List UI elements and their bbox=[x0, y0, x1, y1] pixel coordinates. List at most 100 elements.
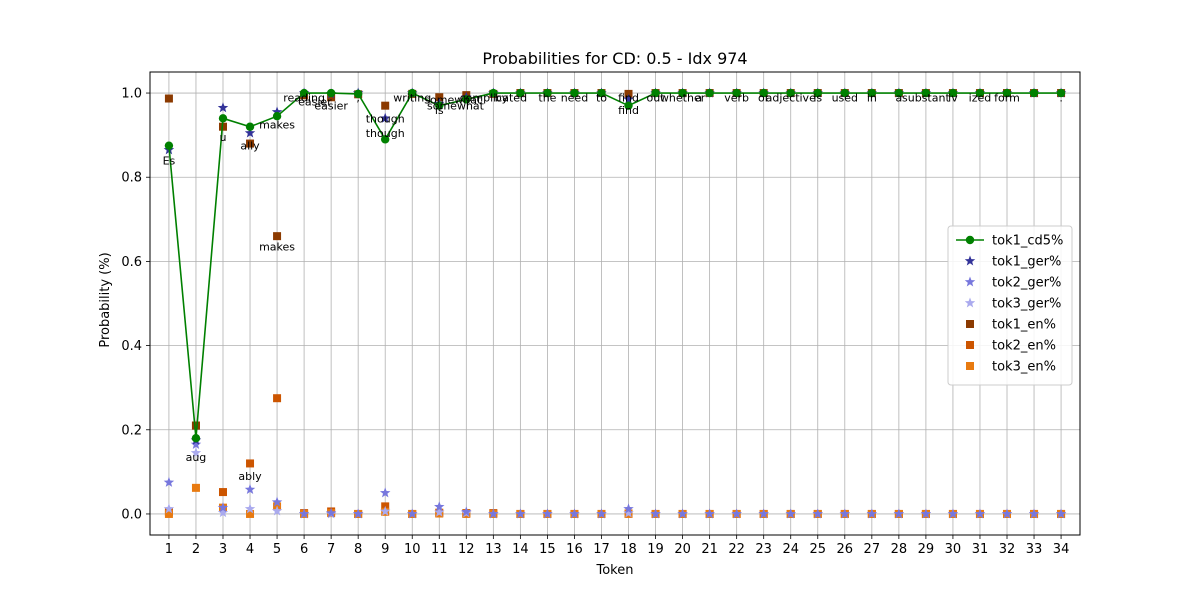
y-tick-label: 0.6 bbox=[121, 255, 142, 270]
x-tick-label: 12 bbox=[458, 542, 475, 557]
data-point bbox=[434, 501, 445, 512]
data-point bbox=[217, 507, 229, 518]
x-tick-label: 4 bbox=[246, 542, 254, 557]
token-annotation: somewhat bbox=[424, 93, 482, 106]
token-annotation: find bbox=[618, 91, 639, 104]
data-point bbox=[705, 88, 714, 98]
data-point bbox=[1001, 508, 1013, 519]
chart-title: Probabilities for CD: 0.5 - Idx 974 bbox=[482, 49, 747, 68]
y-tick-label: 0.0 bbox=[121, 507, 142, 522]
token-annotation: reading bbox=[283, 91, 325, 104]
data-point bbox=[407, 508, 418, 519]
data-point bbox=[163, 476, 175, 487]
token-annotation: somewhat bbox=[427, 100, 485, 113]
data-point bbox=[866, 508, 878, 519]
data-point bbox=[489, 88, 498, 98]
data-point bbox=[758, 508, 769, 519]
token-annotation: Es bbox=[163, 154, 176, 167]
x-tick-label: 27 bbox=[864, 542, 881, 557]
data-point bbox=[408, 88, 417, 98]
data-point bbox=[435, 101, 444, 110]
y-tick-label: 0.2 bbox=[121, 423, 142, 438]
x-tick-label: 33 bbox=[1026, 542, 1043, 557]
legend-marker bbox=[966, 362, 974, 370]
data-point bbox=[434, 506, 445, 517]
data-point bbox=[543, 88, 552, 98]
data-point bbox=[974, 508, 986, 519]
token-annotation: the bbox=[538, 91, 556, 104]
data-point bbox=[867, 88, 877, 98]
series-layer bbox=[163, 87, 1067, 519]
x-tick-label: 18 bbox=[620, 542, 637, 557]
x-tick-label: 9 bbox=[381, 542, 389, 557]
legend-marker bbox=[964, 255, 976, 266]
x-tick-label: 23 bbox=[755, 542, 772, 557]
x-axis-ticks: 1 2 3 4 5 6 7 8 9 10 11 12 13 14 15 16 17 18 19 20 21 22 23 24 2… bbox=[165, 535, 1070, 557]
data-point bbox=[273, 232, 282, 241]
series-tok2-ger- bbox=[163, 439, 1067, 519]
token-annotation: u bbox=[220, 131, 227, 144]
data-point bbox=[190, 447, 202, 458]
x-tick-label: 22 bbox=[728, 542, 745, 557]
legend-label: tok1_cd5% bbox=[992, 234, 1063, 249]
data-point bbox=[515, 508, 526, 519]
data-point bbox=[947, 508, 959, 519]
x-tick-label: 29 bbox=[918, 542, 935, 557]
token-annotation: find bbox=[618, 104, 639, 117]
data-point bbox=[379, 505, 391, 516]
legend: tok1_cd5% tok1_ger% tok2_ger% tok3_ger% tok1… bbox=[947, 225, 1073, 386]
data-point bbox=[921, 88, 931, 98]
legend-box bbox=[947, 225, 1073, 386]
token-annotation: used bbox=[832, 91, 858, 104]
data-point bbox=[1055, 508, 1067, 519]
x-tick-label: 19 bbox=[647, 542, 664, 557]
data-point bbox=[218, 114, 228, 123]
data-point bbox=[516, 88, 525, 98]
data-point bbox=[623, 503, 634, 514]
data-point bbox=[462, 95, 471, 104]
data-point bbox=[894, 88, 904, 98]
data-point bbox=[299, 88, 309, 98]
token-annotation: a bbox=[695, 91, 702, 104]
legend-marker bbox=[965, 235, 975, 245]
data-point bbox=[570, 88, 579, 98]
data-point bbox=[244, 127, 256, 138]
token-annotation: is bbox=[813, 91, 822, 104]
token-annotation: easier bbox=[314, 100, 348, 113]
data-point bbox=[839, 508, 851, 519]
data-point bbox=[245, 122, 255, 131]
data-point bbox=[569, 508, 580, 519]
legend-marker bbox=[966, 341, 974, 349]
data-point bbox=[191, 483, 200, 492]
x-tick-label: 2 bbox=[192, 542, 200, 557]
data-point bbox=[271, 106, 283, 117]
data-point bbox=[623, 507, 634, 518]
data-point bbox=[191, 421, 200, 430]
x-tick-label: 10 bbox=[404, 542, 421, 557]
data-point bbox=[246, 139, 255, 148]
token-annotation: or bbox=[758, 91, 770, 104]
data-point bbox=[732, 88, 741, 98]
token-annotation: makes bbox=[259, 241, 295, 254]
legend-label: tok1_en% bbox=[992, 318, 1056, 333]
x-tick-label: 3 bbox=[219, 542, 227, 557]
data-point bbox=[596, 508, 607, 519]
data-point bbox=[246, 509, 255, 518]
data-point bbox=[273, 394, 282, 403]
token-annotation: though bbox=[366, 127, 405, 140]
legend-label: tok3_en% bbox=[992, 360, 1056, 375]
data-point bbox=[786, 88, 795, 98]
data-point bbox=[488, 508, 499, 519]
x-tick-label: 16 bbox=[566, 542, 583, 557]
x-tick-label: 32 bbox=[999, 542, 1016, 557]
data-point bbox=[190, 439, 202, 449]
x-tick-label: 24 bbox=[782, 542, 799, 557]
data-point bbox=[677, 508, 688, 519]
data-point bbox=[164, 94, 173, 103]
data-point bbox=[191, 433, 201, 443]
x-tick-label: 11 bbox=[431, 542, 448, 557]
x-tick-label: 17 bbox=[593, 542, 610, 557]
data-point bbox=[678, 88, 687, 98]
x-tick-label: 34 bbox=[1053, 542, 1070, 557]
y-axis-label: Probability (%) bbox=[98, 252, 113, 347]
